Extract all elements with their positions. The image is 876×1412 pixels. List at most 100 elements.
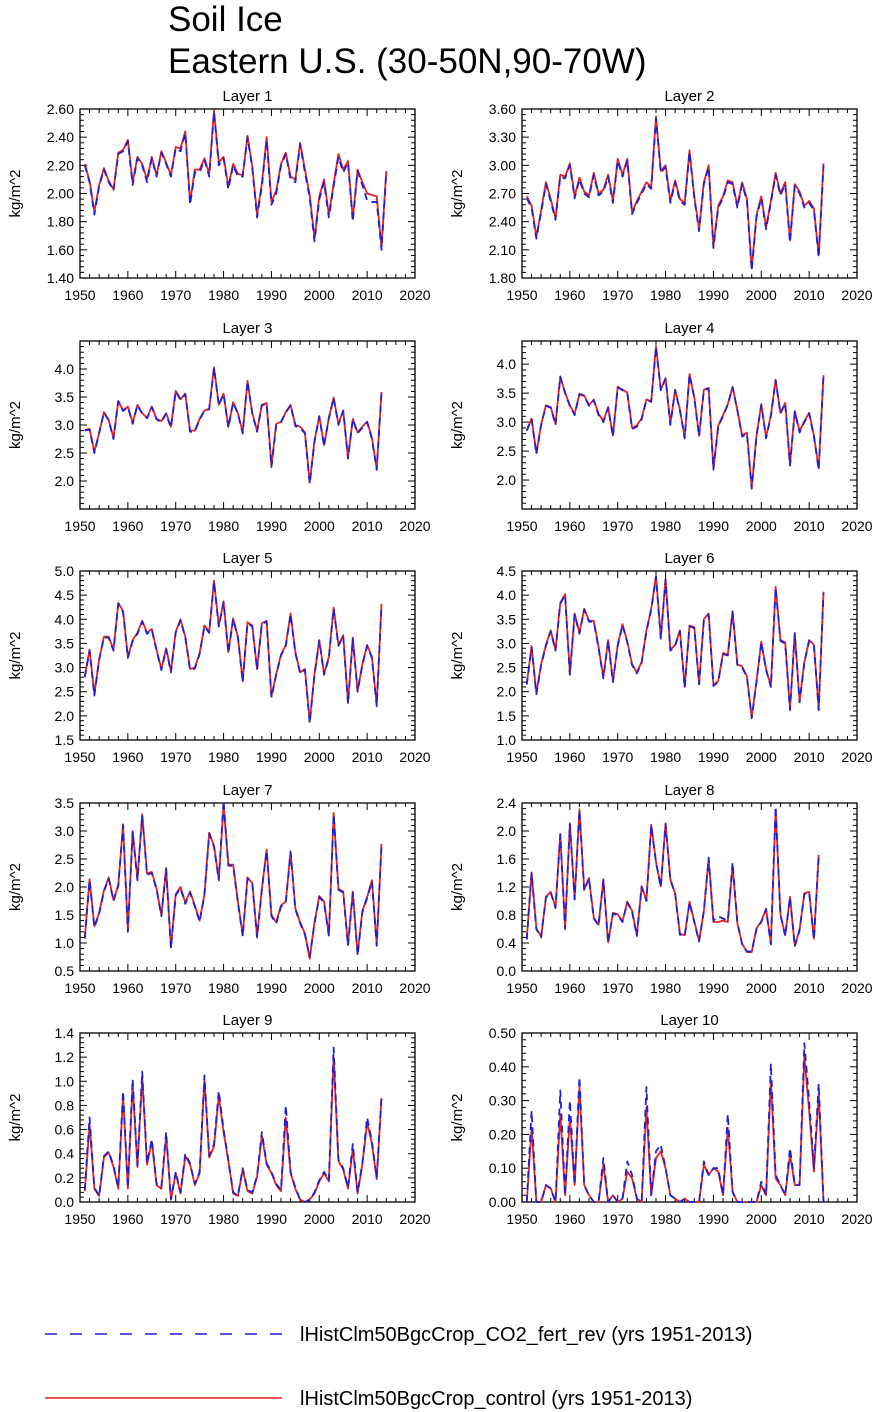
- layer-8-ytick-label: 1.6: [497, 851, 517, 867]
- layer-6-xtick-label: 1990: [698, 749, 729, 765]
- layer-5-ytick-label: 5.0: [55, 563, 75, 579]
- layer-4-ytick-label: 2.0: [497, 472, 517, 488]
- layer-9-xtick-label: 1990: [256, 1211, 287, 1227]
- legend: lHistClm50BgcCrop_CO2_fert_rev (yrs 1951…: [45, 1324, 752, 1410]
- layer-5-ytick-label: 3.0: [55, 660, 75, 676]
- layer-2-title: Layer 2: [664, 88, 714, 105]
- layer-6-xtick-label: 1970: [602, 749, 633, 765]
- legend-label-rev: lHistClm50BgcCrop_CO2_fert_rev (yrs 1951…: [300, 1324, 752, 1346]
- layer-10-xtick-label: 1970: [602, 1211, 633, 1227]
- layer-3-ytick-label: 3.5: [55, 389, 75, 405]
- layer-4-ytick-label: 4.0: [497, 356, 517, 372]
- layer-10-ytick-label: 0.00: [489, 1194, 516, 1210]
- layer-3-xtick-label: 2000: [304, 518, 335, 534]
- layer-5-xtick-label: 1980: [208, 749, 239, 765]
- layer-2-xtick-label: 2010: [794, 287, 825, 303]
- layer-8-xtick-label: 1990: [698, 980, 729, 996]
- layer-9-ylabel: kg/m^2: [7, 1094, 24, 1142]
- layer-2-xtick-label: 2020: [841, 287, 872, 303]
- layer-5-xtick-label: 2000: [304, 749, 335, 765]
- figure-title-line1: Soil Ice: [168, 0, 283, 39]
- layer-1-title: Layer 1: [222, 88, 272, 105]
- layer-9-xtick-label: 2010: [352, 1211, 383, 1227]
- layer-9-ytick-label: 0.6: [55, 1122, 75, 1138]
- layer-6-ytick-label: 4.5: [497, 563, 517, 579]
- layer-8-xtick-label: 1950: [506, 980, 537, 996]
- layer-3-ytick-label: 2.5: [55, 445, 75, 461]
- layer-5-ytick-label: 1.5: [55, 732, 75, 748]
- layer-8-xtick-label: 1980: [650, 980, 681, 996]
- layer-9-ytick-label: 0.2: [55, 1170, 75, 1186]
- layer-1-xtick-label: 1970: [160, 287, 191, 303]
- layer-8-title: Layer 8: [664, 782, 714, 799]
- layer-1-xtick-label: 1950: [64, 287, 95, 303]
- layer-4-xtick-label: 1990: [698, 518, 729, 534]
- layer-5-title: Layer 5: [222, 550, 272, 567]
- layer-3-ylabel: kg/m^2: [7, 401, 24, 449]
- layer-3-ytick-label: 3.0: [55, 417, 75, 433]
- layer-2-ytick-label: 2.40: [489, 214, 516, 230]
- layer-8-ytick-label: 0.4: [497, 935, 517, 951]
- layer-3-xtick-label: 1980: [208, 518, 239, 534]
- layer-7-ytick-label: 2.5: [55, 851, 75, 867]
- layer-6-frame: [521, 570, 858, 741]
- panel-layer-5: Layer 5 kg/m^2 1950 1960 1970 1980 1990 2000 201…: [7, 550, 431, 765]
- layer-8-ytick-label: 1.2: [497, 879, 517, 895]
- layer-4-xtick-label: 1980: [650, 518, 681, 534]
- panel-layer-1: Layer 1 kg/m^2 1950 1960 1970 1980 1990 2000 201…: [7, 88, 431, 303]
- layer-7-series-rev: [83, 801, 383, 958]
- layer-4-xtick-label: 2010: [794, 518, 825, 534]
- layer-2-ytick-label: 3.30: [489, 129, 516, 145]
- layer-7-xtick-label: 2000: [304, 980, 335, 996]
- layer-4-ytick-label: 2.5: [497, 443, 517, 459]
- layer-10-xtick-label: 2000: [746, 1211, 777, 1227]
- layer-10-xtick-label: 2020: [841, 1211, 872, 1227]
- layer-5-xtick-label: 1970: [160, 749, 191, 765]
- layer-3-xtick-label: 2020: [399, 518, 430, 534]
- layer-9-title: Layer 9: [222, 1012, 272, 1029]
- layer-7-xtick-label: 1990: [256, 980, 287, 996]
- layer-6-ytick-label: 3.5: [497, 611, 517, 627]
- layer-7-ytick-label: 3.0: [55, 823, 75, 839]
- layer-6-xtick-label: 1950: [506, 749, 537, 765]
- layer-8-ytick-label: 2.0: [497, 823, 517, 839]
- layer-2-ytick-label: 2.10: [489, 242, 516, 258]
- layer-2-ylabel: kg/m^2: [449, 170, 466, 218]
- layer-5-xtick-label: 2020: [399, 749, 430, 765]
- legend-label-control: lHistClm50BgcCrop_control (yrs 1951-2013…: [300, 1388, 692, 1410]
- layer-6-ylabel: kg/m^2: [449, 632, 466, 680]
- layer-9-ytick-label: 1.2: [55, 1049, 75, 1065]
- layer-4-xtick-label: 1960: [554, 518, 585, 534]
- layer-2-ytick-label: 3.60: [489, 101, 516, 117]
- layer-9-series-rev: [83, 1046, 383, 1203]
- layer-2-xtick-label: 1990: [698, 287, 729, 303]
- panel-layer-6: Layer 6 kg/m^2 1950 1960 1970 1980 1990 2000 201…: [449, 550, 873, 765]
- layer-1-ytick-label: 1.40: [47, 270, 74, 286]
- panel-layer-4: Layer 4 kg/m^2 1950 1960 1970 1980 1990 2000 201…: [449, 320, 873, 534]
- layer-2-ytick-label: 1.80: [489, 270, 516, 286]
- panel-layer-8: Layer 8 kg/m^2 1950 1960 1970 1980 1990 2000 201…: [449, 782, 873, 996]
- layer-8-ytick-label: 0.8: [497, 907, 517, 923]
- layer-8-xtick-label: 2020: [841, 980, 872, 996]
- layer-1-xtick-label: 2020: [399, 287, 430, 303]
- layer-6-xtick-label: 1980: [650, 749, 681, 765]
- layer-6-xtick-label: 2020: [841, 749, 872, 765]
- layer-9-ytick-label: 0.8: [55, 1097, 75, 1113]
- panel-layer-7: Layer 7 kg/m^2 1950 1960 1970 1980 1990 2000 201…: [7, 782, 431, 996]
- layer-10-xtick-label: 1990: [698, 1211, 729, 1227]
- layer-6-ytick-label: 1.5: [497, 708, 517, 724]
- layer-7-ytick-label: 3.5: [55, 795, 75, 811]
- layer-1-ytick-label: 2.60: [47, 101, 74, 117]
- layer-5-ytick-label: 4.5: [55, 587, 75, 603]
- layer-8-ylabel: kg/m^2: [449, 863, 466, 911]
- layer-7-xtick-label: 1980: [208, 980, 239, 996]
- layer-2-ytick-label: 2.70: [489, 186, 516, 202]
- layer-4-frame: [521, 340, 858, 510]
- layer-3-xtick-label: 1970: [160, 518, 191, 534]
- layer-4-ytick-label: 3.5: [497, 385, 517, 401]
- layer-4-xtick-label: 2000: [746, 518, 777, 534]
- layer-10-ytick-label: 0.40: [489, 1059, 516, 1075]
- layer-9-xtick-label: 2000: [304, 1211, 335, 1227]
- layer-3-xtick-label: 1960: [112, 518, 143, 534]
